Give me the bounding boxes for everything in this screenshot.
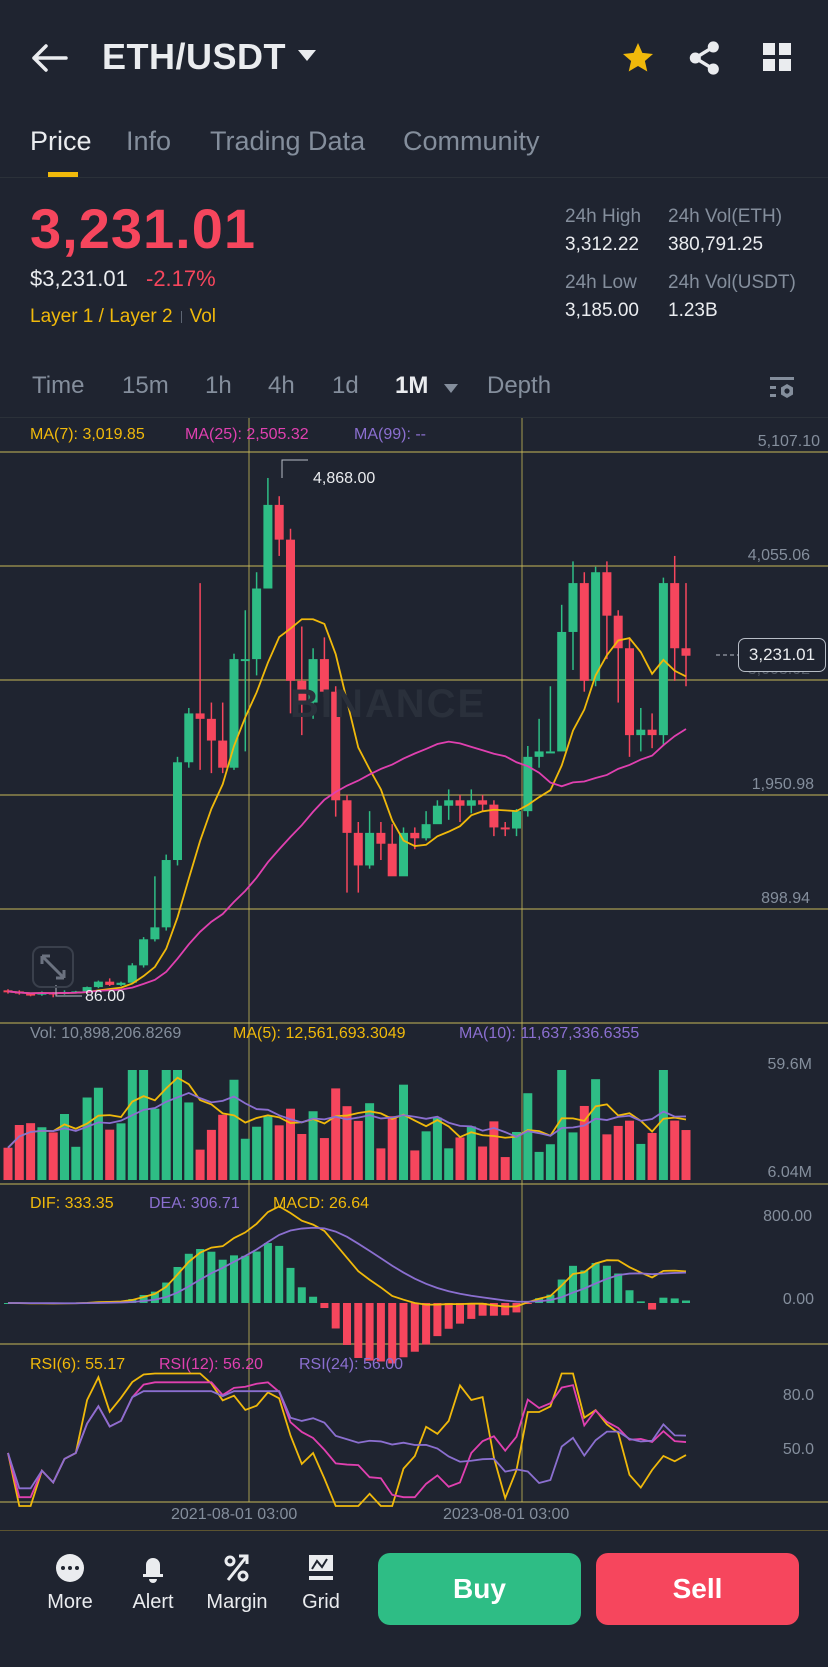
margin-label: Margin bbox=[206, 1591, 268, 1613]
expand-icon[interactable] bbox=[32, 946, 74, 988]
high-value: 3,312.22 bbox=[565, 234, 639, 255]
x-axis-label: 2021-08-01 03:00 bbox=[171, 1506, 298, 1523]
macd-axis-label: 0.00 bbox=[782, 1291, 814, 1308]
rsi6-legend: RSI(6): 55.17 bbox=[30, 1356, 126, 1373]
price-axis-label: 1,950.98 bbox=[751, 776, 814, 793]
active-tab-indicator bbox=[48, 172, 78, 177]
price-axis-label: 898.94 bbox=[761, 890, 810, 907]
price-axis-label: 4,055.06 bbox=[747, 547, 810, 564]
rsi-axis-label: 80.0 bbox=[782, 1387, 814, 1404]
alert-label: Alert bbox=[132, 1591, 174, 1613]
vol-usdt-value: 1.23B bbox=[668, 300, 718, 321]
volume-axis-label: 59.6M bbox=[767, 1056, 812, 1073]
interval-time[interactable]: Time bbox=[32, 372, 85, 399]
rsi12-legend: RSI(12): 56.20 bbox=[159, 1356, 264, 1373]
vol-eth-value: 380,791.25 bbox=[668, 234, 764, 255]
grid-button[interactable]: Grid bbox=[286, 1553, 356, 1614]
ma99-legend: MA(99): -- bbox=[354, 426, 426, 443]
more-label: More bbox=[47, 1591, 93, 1613]
ma25-legend: MA(25): 2,505.32 bbox=[185, 426, 309, 443]
category-tags: Layer 1 / Layer 2 Vol bbox=[30, 306, 216, 328]
volume-legend: Vol: 10,898,206.8269 bbox=[30, 1025, 182, 1042]
ma7-legend: MA(7): 3,019.85 bbox=[30, 426, 145, 443]
vol-ma10-legend: MA(10): 11,637,336.6355 bbox=[459, 1025, 640, 1042]
star-icon[interactable] bbox=[620, 40, 656, 76]
top-bar: ETH/USDT bbox=[0, 0, 828, 118]
back-arrow-icon[interactable] bbox=[30, 40, 70, 76]
tag-divider bbox=[180, 310, 182, 323]
grid-apps-icon[interactable] bbox=[762, 42, 792, 72]
high-marker: 4,868.00 bbox=[313, 470, 376, 487]
tag-layer[interactable]: Layer 1 / Layer 2 bbox=[30, 306, 173, 327]
vol-ma5-legend: MA(5): 12,561,693.3049 bbox=[233, 1025, 406, 1042]
tab-bar: Price Info Trading Data Community bbox=[0, 118, 828, 178]
vol-eth-label: 24h Vol(ETH) bbox=[668, 206, 783, 227]
watermark-logo: BINANCE bbox=[290, 682, 487, 726]
tab-price[interactable]: Price bbox=[30, 126, 92, 156]
grid-label: Grid bbox=[302, 1591, 340, 1613]
macd-legend: MACD: 26.64 bbox=[273, 1195, 370, 1212]
price-axis-label: 5,107.10 bbox=[757, 433, 820, 450]
low-marker: 86.00 bbox=[85, 988, 126, 1005]
interval-depth[interactable]: Depth bbox=[487, 372, 552, 399]
interval-15m[interactable]: 15m bbox=[122, 372, 169, 399]
alert-button[interactable]: Alert bbox=[118, 1553, 188, 1614]
bottom-action-bar: More Alert Margin Grid Buy Sell bbox=[0, 1530, 828, 1667]
dif-legend: DIF: 333.35 bbox=[30, 1195, 114, 1212]
current-price-tag[interactable]: 3,231.01 bbox=[738, 638, 826, 672]
more-button[interactable]: More bbox=[35, 1553, 105, 1614]
rsi24-legend: RSI(24): 56.00 bbox=[299, 1356, 404, 1373]
caret-down-icon[interactable] bbox=[298, 50, 316, 61]
interval-1m[interactable]: 1M bbox=[395, 372, 429, 399]
rsi-axis-label: 50.0 bbox=[782, 1441, 814, 1458]
interval-1h[interactable]: 1h bbox=[205, 372, 232, 399]
grid-trading-icon bbox=[309, 1555, 333, 1580]
divider bbox=[0, 417, 828, 418]
high-label: 24h High bbox=[565, 206, 642, 227]
tab-info[interactable]: Info bbox=[126, 126, 172, 156]
vol-usdt-label: 24h Vol(USDT) bbox=[668, 272, 796, 293]
low-value: 3,185.00 bbox=[565, 300, 639, 321]
pair-title[interactable]: ETH/USDT bbox=[102, 36, 286, 77]
price-change: -2.17% bbox=[146, 266, 216, 291]
caret-down-icon[interactable] bbox=[444, 384, 458, 393]
interval-4h[interactable]: 4h bbox=[268, 372, 295, 399]
tab-community[interactable]: Community bbox=[403, 126, 540, 156]
volume-axis-label: 6.04M bbox=[767, 1164, 812, 1181]
chart-settings-icon[interactable] bbox=[768, 376, 796, 402]
macd-axis-label: 800.00 bbox=[763, 1208, 812, 1225]
x-axis-label: 2023-08-01 03:00 bbox=[443, 1506, 570, 1523]
share-icon[interactable] bbox=[688, 40, 722, 76]
bell-icon bbox=[143, 1558, 163, 1583]
more-icon bbox=[56, 1554, 84, 1582]
margin-percent-icon bbox=[224, 1554, 249, 1582]
margin-button[interactable]: Margin bbox=[202, 1553, 272, 1614]
low-label: 24h Low bbox=[565, 272, 637, 293]
tab-trading-data[interactable]: Trading Data bbox=[210, 126, 366, 156]
interval-1d[interactable]: 1d bbox=[332, 372, 359, 399]
last-price: 3,231.01 bbox=[30, 197, 256, 260]
dea-legend: DEA: 306.71 bbox=[149, 1195, 240, 1212]
kline-chart[interactable] bbox=[0, 418, 828, 1530]
sell-button[interactable]: Sell bbox=[596, 1553, 799, 1625]
tag-vol[interactable]: Vol bbox=[189, 306, 217, 327]
price-usd: $3,231.01 bbox=[30, 266, 128, 291]
buy-button[interactable]: Buy bbox=[378, 1553, 581, 1625]
